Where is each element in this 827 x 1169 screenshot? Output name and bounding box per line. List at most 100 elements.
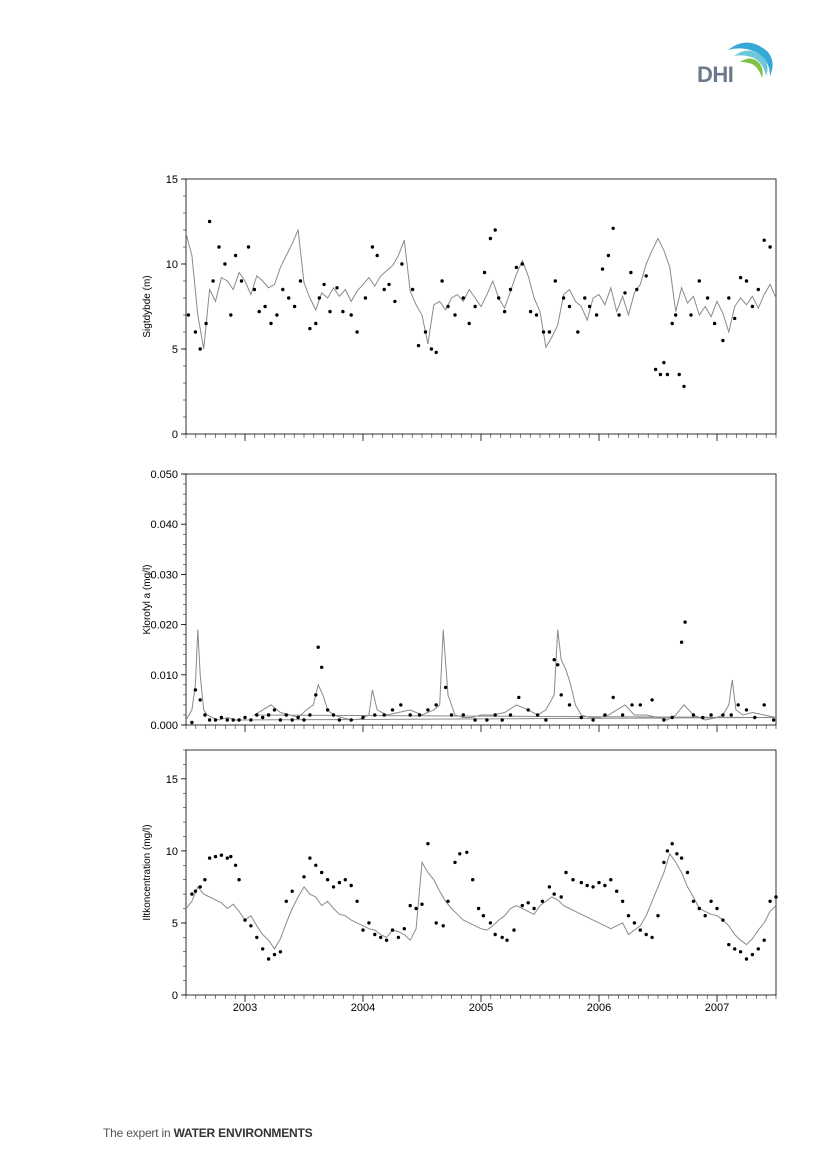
observation-point bbox=[217, 245, 221, 249]
observation-point bbox=[379, 935, 383, 940]
observation-point bbox=[603, 713, 607, 717]
observation-point bbox=[266, 713, 271, 717]
observation-point bbox=[239, 279, 244, 283]
observation-point bbox=[281, 287, 285, 292]
observation-point bbox=[567, 304, 572, 309]
observation-point bbox=[471, 878, 475, 882]
observation-point bbox=[520, 262, 524, 266]
observation-point bbox=[320, 665, 324, 669]
observation-point bbox=[325, 708, 330, 712]
observation-point bbox=[508, 713, 513, 717]
y-tick-label: 10 bbox=[166, 846, 178, 858]
observation-point bbox=[229, 313, 233, 317]
observation-point bbox=[644, 274, 648, 278]
observation-point bbox=[417, 713, 422, 717]
observation-point bbox=[488, 921, 493, 925]
observation-point bbox=[505, 938, 509, 942]
observation-point bbox=[223, 262, 227, 266]
observation-point bbox=[263, 304, 267, 309]
observation-point bbox=[193, 330, 198, 334]
observation-point bbox=[331, 885, 336, 889]
observation-point bbox=[416, 343, 421, 348]
observation-point bbox=[190, 720, 194, 725]
observation-point bbox=[190, 892, 194, 896]
observation-point bbox=[328, 309, 332, 314]
observation-point bbox=[482, 270, 487, 275]
observation-point bbox=[434, 921, 438, 925]
observation-point bbox=[526, 901, 530, 905]
observation-point bbox=[467, 321, 471, 326]
observation-point bbox=[476, 906, 481, 911]
observation-point bbox=[440, 279, 444, 283]
y-tick-label: 0 bbox=[172, 990, 178, 1002]
observation-point bbox=[213, 718, 218, 722]
observation-point bbox=[453, 313, 457, 317]
observation-point bbox=[290, 718, 294, 722]
observation-point bbox=[493, 713, 497, 717]
observation-point bbox=[629, 270, 633, 275]
observation-point bbox=[670, 321, 674, 326]
observation-point bbox=[662, 718, 666, 722]
observation-point bbox=[396, 935, 401, 940]
observation-point bbox=[768, 245, 772, 249]
observation-point bbox=[255, 713, 259, 717]
chart-panel-1: 0 5 10 15 Sigtdybde (m) bbox=[142, 174, 777, 441]
observation-point bbox=[337, 718, 342, 722]
observation-point bbox=[762, 938, 766, 942]
observation-point bbox=[665, 372, 670, 377]
observation-point bbox=[211, 279, 215, 283]
observation-point bbox=[670, 715, 674, 720]
observation-point bbox=[685, 870, 690, 875]
observation-point bbox=[709, 713, 713, 717]
observation-point bbox=[229, 854, 233, 859]
observation-point bbox=[204, 321, 208, 326]
observation-point bbox=[744, 279, 749, 283]
observation-point bbox=[207, 219, 212, 224]
observation-point bbox=[410, 287, 415, 292]
observation-point bbox=[579, 880, 583, 885]
observation-point bbox=[198, 698, 202, 702]
observation-point bbox=[252, 287, 257, 292]
observation-point bbox=[662, 360, 666, 365]
observation-point bbox=[712, 321, 717, 326]
y-axis-label: Klorofyl a (mg/l) bbox=[142, 564, 153, 634]
observation-point bbox=[219, 853, 224, 857]
observation-point bbox=[429, 347, 434, 351]
observation-point bbox=[390, 928, 395, 932]
observation-point bbox=[609, 878, 613, 882]
observation-point bbox=[541, 330, 546, 334]
observation-point bbox=[355, 330, 359, 334]
tagline-emphasis: WATER ENVIRONMENTS bbox=[173, 1126, 313, 1140]
observation-point bbox=[721, 713, 725, 717]
observation-point bbox=[231, 718, 235, 722]
observation-point bbox=[233, 863, 238, 867]
observation-point bbox=[278, 718, 283, 722]
y-tick-label: 15 bbox=[166, 174, 178, 186]
observation-point bbox=[729, 713, 733, 717]
observation-point bbox=[762, 703, 766, 707]
observation-point bbox=[502, 309, 507, 314]
observation-point bbox=[623, 291, 627, 295]
observation-point bbox=[367, 921, 371, 925]
observation-point bbox=[679, 856, 684, 860]
observation-point bbox=[635, 287, 639, 292]
observation-point bbox=[343, 878, 347, 882]
observation-point bbox=[203, 713, 207, 717]
observation-point bbox=[591, 885, 595, 889]
tagline-prefix: The expert in bbox=[103, 1126, 174, 1140]
observation-point bbox=[292, 304, 297, 309]
chart-panel-3: 0 5 10 15 2003 2004 2005 2006 2007 Iltkoncentrati… bbox=[142, 749, 778, 1014]
observation-point bbox=[662, 860, 666, 865]
observation-point bbox=[370, 245, 375, 249]
y-tick-label: 0.040 bbox=[150, 519, 178, 531]
observation-point bbox=[611, 695, 615, 700]
observation-point bbox=[721, 338, 725, 343]
observation-point bbox=[579, 715, 583, 720]
observation-point bbox=[308, 326, 312, 331]
observation-point bbox=[650, 698, 654, 702]
observation-point bbox=[677, 372, 681, 377]
observation-point bbox=[528, 309, 533, 314]
observation-point bbox=[243, 715, 247, 720]
observation-point bbox=[363, 296, 368, 300]
